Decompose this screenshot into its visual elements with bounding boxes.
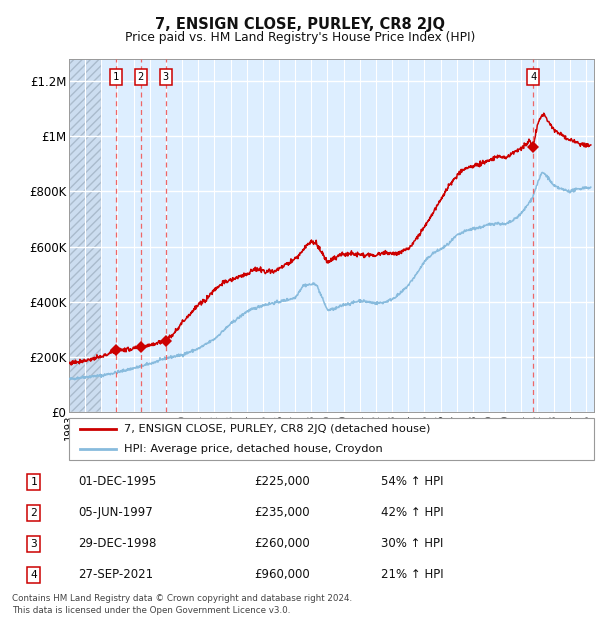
Text: 7, ENSIGN CLOSE, PURLEY, CR8 2JQ (detached house): 7, ENSIGN CLOSE, PURLEY, CR8 2JQ (detach… bbox=[124, 424, 431, 434]
Text: 2: 2 bbox=[31, 508, 37, 518]
Text: 2: 2 bbox=[137, 72, 143, 82]
Text: Contains HM Land Registry data © Crown copyright and database right 2024.
This d: Contains HM Land Registry data © Crown c… bbox=[12, 594, 352, 615]
Text: 42% ↑ HPI: 42% ↑ HPI bbox=[380, 507, 443, 519]
Text: 01-DEC-1995: 01-DEC-1995 bbox=[78, 476, 157, 488]
Text: £225,000: £225,000 bbox=[254, 476, 310, 488]
Text: 3: 3 bbox=[163, 72, 169, 82]
Text: 54% ↑ HPI: 54% ↑ HPI bbox=[380, 476, 443, 488]
Text: 3: 3 bbox=[31, 539, 37, 549]
Text: 1: 1 bbox=[31, 477, 37, 487]
Text: 4: 4 bbox=[31, 570, 37, 580]
Text: HPI: Average price, detached house, Croydon: HPI: Average price, detached house, Croy… bbox=[124, 444, 383, 454]
Text: £960,000: £960,000 bbox=[254, 569, 310, 581]
Text: Price paid vs. HM Land Registry's House Price Index (HPI): Price paid vs. HM Land Registry's House … bbox=[125, 31, 475, 44]
Text: 30% ↑ HPI: 30% ↑ HPI bbox=[380, 538, 443, 550]
Text: 21% ↑ HPI: 21% ↑ HPI bbox=[380, 569, 443, 581]
Text: 29-DEC-1998: 29-DEC-1998 bbox=[78, 538, 157, 550]
Text: £260,000: £260,000 bbox=[254, 538, 310, 550]
Text: 7, ENSIGN CLOSE, PURLEY, CR8 2JQ: 7, ENSIGN CLOSE, PURLEY, CR8 2JQ bbox=[155, 17, 445, 32]
Text: 4: 4 bbox=[530, 72, 536, 82]
Text: 1: 1 bbox=[113, 72, 119, 82]
Text: 05-JUN-1997: 05-JUN-1997 bbox=[78, 507, 153, 519]
Text: 27-SEP-2021: 27-SEP-2021 bbox=[78, 569, 154, 581]
Text: £235,000: £235,000 bbox=[254, 507, 310, 519]
Bar bbox=[69, 59, 101, 412]
FancyBboxPatch shape bbox=[69, 418, 594, 460]
